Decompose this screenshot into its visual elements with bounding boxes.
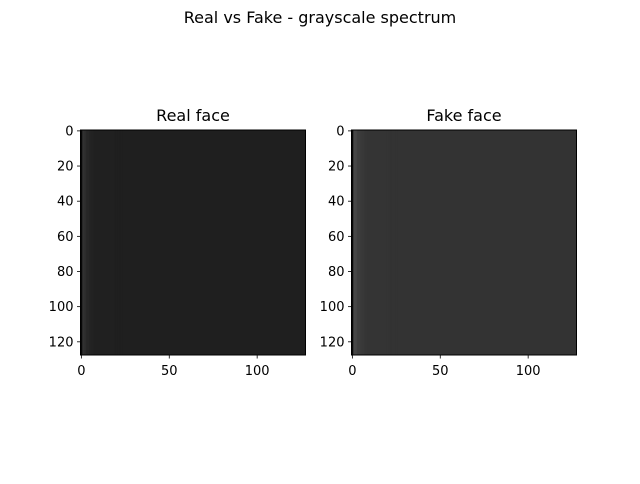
real-stripe-col	[110, 130, 113, 355]
fake-stripe-col	[390, 130, 393, 355]
real-stripe-col	[91, 130, 94, 355]
fake-stripe-col	[358, 130, 361, 355]
fake-stripe-col	[365, 130, 368, 355]
real-ytick-label: 80	[57, 265, 74, 280]
real-stripe-col	[101, 130, 104, 355]
real-title: Real face	[156, 106, 230, 125]
fake-stripe-col	[381, 130, 384, 355]
fake-stripe-col	[395, 130, 398, 355]
real-stripe-col	[96, 130, 99, 355]
fake-stripe-col	[377, 130, 380, 355]
real-stripe-col	[103, 130, 106, 355]
real-stripe-col	[82, 130, 85, 355]
fake-stripe-col	[391, 130, 394, 355]
fake-stripe-col	[376, 130, 379, 355]
real-stripe-col	[112, 130, 115, 355]
real-dc-column	[80, 130, 83, 355]
fake-ytick-label: 60	[328, 230, 345, 245]
real-stripe-col	[87, 130, 90, 355]
fake-stripe-col	[353, 130, 356, 355]
real-xtick-label: 50	[161, 364, 178, 379]
fake-stripe-col	[386, 130, 389, 355]
fake-ytick-label: 40	[328, 195, 345, 210]
fake-ytick-label: 100	[320, 300, 345, 315]
fake-stripe-col	[374, 130, 377, 355]
real-stripe-col	[94, 130, 97, 355]
fake-stripe-col	[370, 130, 373, 355]
fake-stripe-col	[369, 130, 372, 355]
real-ytick-label: 0	[65, 124, 73, 139]
fake-stripe-col	[356, 130, 359, 355]
real-stripe-col	[92, 130, 95, 355]
real-stripe-col	[113, 130, 116, 355]
real-xtick-label: 0	[77, 364, 85, 379]
fake-dc-column	[351, 130, 354, 355]
fake-ytick-label: 20	[328, 160, 345, 175]
real-stripe-col	[117, 130, 120, 355]
real-stripe-col	[84, 130, 87, 355]
real-stripe-col	[98, 130, 101, 355]
fake-ytick-label: 0	[336, 124, 344, 139]
fake-ytick-label: 120	[320, 335, 345, 350]
figure-suptitle: Real vs Fake - grayscale spectrum	[183, 8, 457, 27]
fake-xtick-label: 50	[432, 364, 449, 379]
fake-stripe-col	[393, 130, 396, 355]
fake-xtick-label: 0	[348, 364, 356, 379]
fake-title: Fake face	[426, 106, 501, 125]
real-stripe-col	[119, 130, 122, 355]
fake-stripe-col	[362, 130, 365, 355]
fake-stripe-col	[367, 130, 370, 355]
fake-stripe-col	[388, 130, 391, 355]
real-ytick-label: 60	[57, 230, 74, 245]
fake-stripe-col	[355, 130, 358, 355]
real-ytick-label: 40	[57, 195, 74, 210]
fake-stripe-col	[383, 130, 386, 355]
real-axes-frame	[80, 129, 306, 356]
real-stripe-col	[85, 130, 88, 355]
fake-stripe-col	[372, 130, 375, 355]
fake-stripe-col	[360, 130, 363, 355]
real-stripe-col	[115, 130, 118, 355]
fake-ytick-label: 80	[328, 265, 345, 280]
fake-stripe-col	[379, 130, 382, 355]
fake-xtick-label: 100	[516, 364, 541, 379]
fake-stripe-col	[363, 130, 366, 355]
real-stripe-col	[89, 130, 92, 355]
real-stripe-col	[108, 130, 111, 355]
fake-stripe-col	[384, 130, 387, 355]
real-stripe-col	[105, 130, 108, 355]
real-stripe-col	[120, 130, 123, 355]
real-stripe-col	[99, 130, 102, 355]
real-stripe-col	[106, 130, 109, 355]
real-xtick-label: 100	[245, 364, 270, 379]
fake-axes-frame	[351, 129, 577, 356]
real-ytick-label: 100	[49, 300, 74, 315]
real-ytick-label: 120	[49, 335, 74, 350]
real-ytick-label: 20	[57, 160, 74, 175]
